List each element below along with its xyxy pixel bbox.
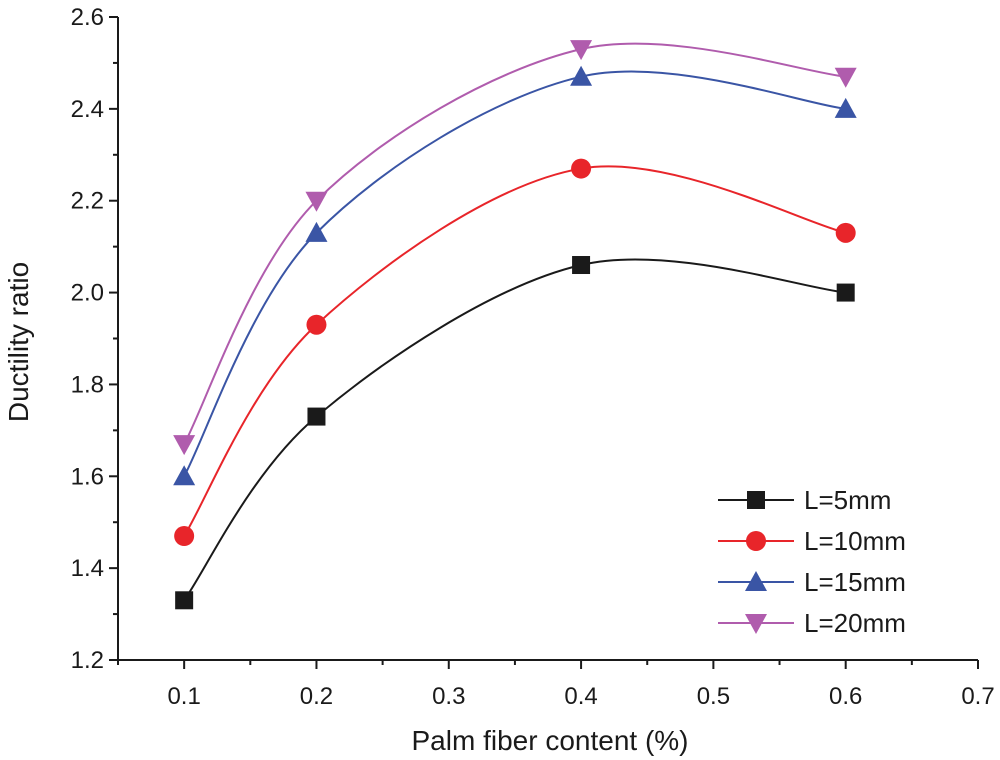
data-point: [834, 97, 857, 118]
data-point: [174, 525, 195, 546]
data-point: [836, 283, 855, 302]
legend-item: L=10mm: [718, 526, 906, 556]
legend-label: L=10mm: [804, 526, 906, 556]
legend-label: L=5mm: [804, 485, 891, 515]
y-tick-label: 1.4: [71, 555, 104, 582]
data-point: [835, 222, 856, 243]
x-tick-label: 0.2: [300, 683, 333, 710]
y-tick-label: 1.2: [71, 647, 104, 674]
series-L=20mm: [173, 40, 857, 456]
legend-item: L=15mm: [718, 567, 906, 597]
data-point: [570, 65, 593, 86]
x-axis-title: Palm fiber content (%): [412, 725, 689, 756]
data-point: [173, 435, 196, 456]
data-point: [173, 465, 196, 486]
legend-label: L=15mm: [804, 567, 906, 597]
data-point: [571, 158, 592, 179]
legend-marker: [745, 614, 767, 634]
series-line: [183, 42, 846, 445]
series-line: [183, 70, 846, 477]
x-tick-label: 0.1: [167, 683, 200, 710]
data-point: [307, 407, 326, 426]
legend: L=5mm L=10mm L=15mm L=20mm: [718, 485, 906, 638]
series-L=15mm: [173, 65, 857, 486]
x-tick-label: 0.3: [432, 683, 465, 710]
x-tick-label: 0.4: [564, 683, 597, 710]
data-point: [570, 40, 593, 61]
axes: 1.2 1.4 1.6 1.8 2.0 2.2 2.4 2.6 0.1 0.2 0.3 0.4 0.5 0…: [71, 4, 995, 710]
y-tick-label: 1.6: [71, 463, 104, 490]
data-point: [572, 256, 591, 275]
legend-marker: [746, 531, 766, 551]
series-line: [183, 165, 846, 537]
x-tick-label: 0.5: [697, 683, 730, 710]
data-point: [175, 591, 194, 610]
series-line: [183, 258, 846, 601]
data-point: [834, 67, 857, 88]
data-point: [305, 191, 328, 212]
legend-item: L=5mm: [718, 485, 891, 515]
y-tick-label: 2.4: [71, 96, 104, 123]
x-tick-label: 0.7: [961, 683, 994, 710]
y-axis-title: Ductility ratio: [3, 262, 34, 422]
y-tick-label: 2.2: [71, 188, 104, 215]
legend-label: L=20mm: [804, 608, 906, 638]
y-tick-label: 2.0: [71, 280, 104, 307]
x-tick-label: 0.6: [829, 683, 862, 710]
series-layer: [173, 40, 857, 610]
y-tick-label: 1.8: [71, 371, 104, 398]
y-tick-label: 2.6: [71, 4, 104, 31]
data-point: [305, 221, 328, 242]
series-L=10mm: [174, 158, 856, 546]
data-point: [306, 314, 327, 335]
legend-marker: [745, 571, 767, 591]
series-L=5mm: [175, 256, 855, 610]
legend-item: L=20mm: [718, 608, 906, 638]
legend-marker: [747, 491, 765, 509]
